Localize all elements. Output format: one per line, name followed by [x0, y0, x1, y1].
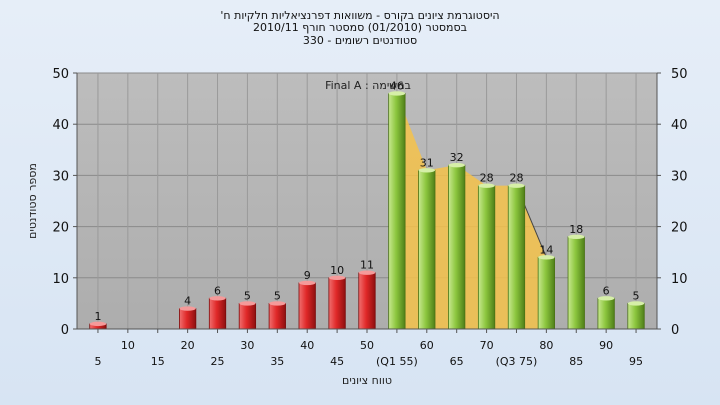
y-tick-label-left: 40 — [52, 118, 69, 133]
bar-value-label: 14 — [539, 243, 553, 256]
x-tick-label: 65 — [450, 355, 464, 368]
bar-cap — [478, 183, 495, 188]
x-tick-label: 10 — [121, 339, 135, 352]
bar-value-label: 28 — [509, 172, 523, 185]
x-tick-label: 25 — [211, 355, 225, 368]
y-tick-label-right: 20 — [671, 221, 688, 236]
x-tick-label: 5 — [94, 355, 101, 368]
bar — [208, 297, 227, 330]
bar-cap — [388, 91, 406, 96]
bar-cap — [269, 301, 286, 306]
x-tick-label: 60 — [420, 339, 434, 352]
bar — [597, 297, 615, 330]
chart-title-line-3: 330 - סטודנטים רשומים — [302, 34, 418, 47]
series-label: Final A : במשימה — [325, 79, 411, 92]
bar-value-label: 10 — [330, 264, 344, 277]
bar — [268, 302, 286, 330]
x-tick-label: 90 — [599, 339, 613, 352]
y-tick-label-right: 0 — [671, 323, 679, 338]
bar-cap — [538, 255, 555, 260]
bar-cap — [418, 168, 436, 173]
bar — [328, 277, 346, 330]
y-tick-label-left: 30 — [52, 169, 69, 184]
bar-value-label: 46 — [390, 79, 404, 92]
x-tick-label: 80 — [539, 339, 553, 352]
x-tick-label: 95 — [629, 355, 643, 368]
y-tick-label-right: 50 — [671, 67, 688, 82]
chart-title-line-1: 'היסטוגרמת ציונים בקורס - משוואות דפרנצי… — [220, 9, 500, 22]
x-tick-label: (Q3 75) — [496, 355, 538, 368]
bar — [627, 302, 645, 330]
y-axis-title: מספר סטודנטים — [26, 163, 39, 239]
bar-value-label: 32 — [450, 151, 464, 164]
y-tick-label-left: 10 — [52, 272, 69, 287]
bar-cap — [209, 296, 226, 301]
bar-value-label: 11 — [360, 259, 374, 272]
bar-cap — [448, 162, 465, 168]
x-tick-label: (Q1 55) — [376, 355, 418, 368]
x-tick-label: 45 — [330, 355, 344, 368]
bar-cap — [568, 234, 585, 240]
bar — [179, 308, 197, 330]
bar-value-label: 6 — [214, 284, 221, 297]
bar-cap — [298, 280, 316, 286]
x-tick-label: 35 — [270, 355, 284, 368]
bar-cap — [179, 306, 196, 311]
x-tick-label: 85 — [569, 355, 583, 368]
y-tick-label-left: 50 — [52, 67, 69, 82]
bar — [537, 256, 555, 330]
y-tick-label-right: 10 — [671, 272, 688, 287]
bar-cap — [508, 183, 525, 188]
y-tick-label-right: 30 — [671, 169, 688, 184]
bar-value-label: 6 — [603, 284, 610, 297]
bar — [238, 302, 257, 330]
bar — [507, 185, 526, 330]
chart-title-line-2: בסמסטר (01/2010) סמסטר חורף 2010/11 — [253, 21, 467, 34]
bar — [477, 185, 496, 330]
bar — [388, 93, 406, 330]
bar-value-label: 5 — [274, 289, 281, 302]
bar-value-label: 18 — [569, 223, 583, 236]
bar — [358, 272, 376, 330]
x-tick-label: 40 — [300, 339, 314, 352]
bar-cap — [627, 301, 645, 306]
bar — [567, 236, 585, 330]
bar — [298, 282, 316, 330]
bar-value-label: 9 — [304, 269, 311, 282]
bar-value-label: 31 — [420, 156, 434, 169]
bar — [448, 164, 466, 330]
bar-value-label: 28 — [480, 172, 494, 185]
y-tick-label-left: 0 — [61, 323, 69, 338]
y-tick-label-left: 20 — [52, 221, 69, 236]
bar-value-label: 1 — [94, 310, 101, 323]
x-tick-label: 70 — [480, 339, 494, 352]
bar — [418, 169, 436, 330]
y-tick-label-right: 40 — [671, 118, 688, 133]
bar-value-label: 4 — [184, 295, 191, 308]
bar-cap — [328, 275, 346, 280]
x-tick-label: 20 — [181, 339, 195, 352]
bar-cap — [239, 301, 256, 306]
x-tick-label: 15 — [151, 355, 165, 368]
bar-cap — [89, 321, 107, 327]
bar-value-label: 5 — [244, 289, 251, 302]
x-tick-label: 50 — [360, 339, 374, 352]
x-tick-label: 30 — [240, 339, 254, 352]
x-axis-title: טווח ציונים — [342, 374, 392, 387]
bar-cap — [597, 296, 615, 301]
bar-cap — [358, 270, 376, 275]
bar-value-label: 5 — [633, 289, 640, 302]
